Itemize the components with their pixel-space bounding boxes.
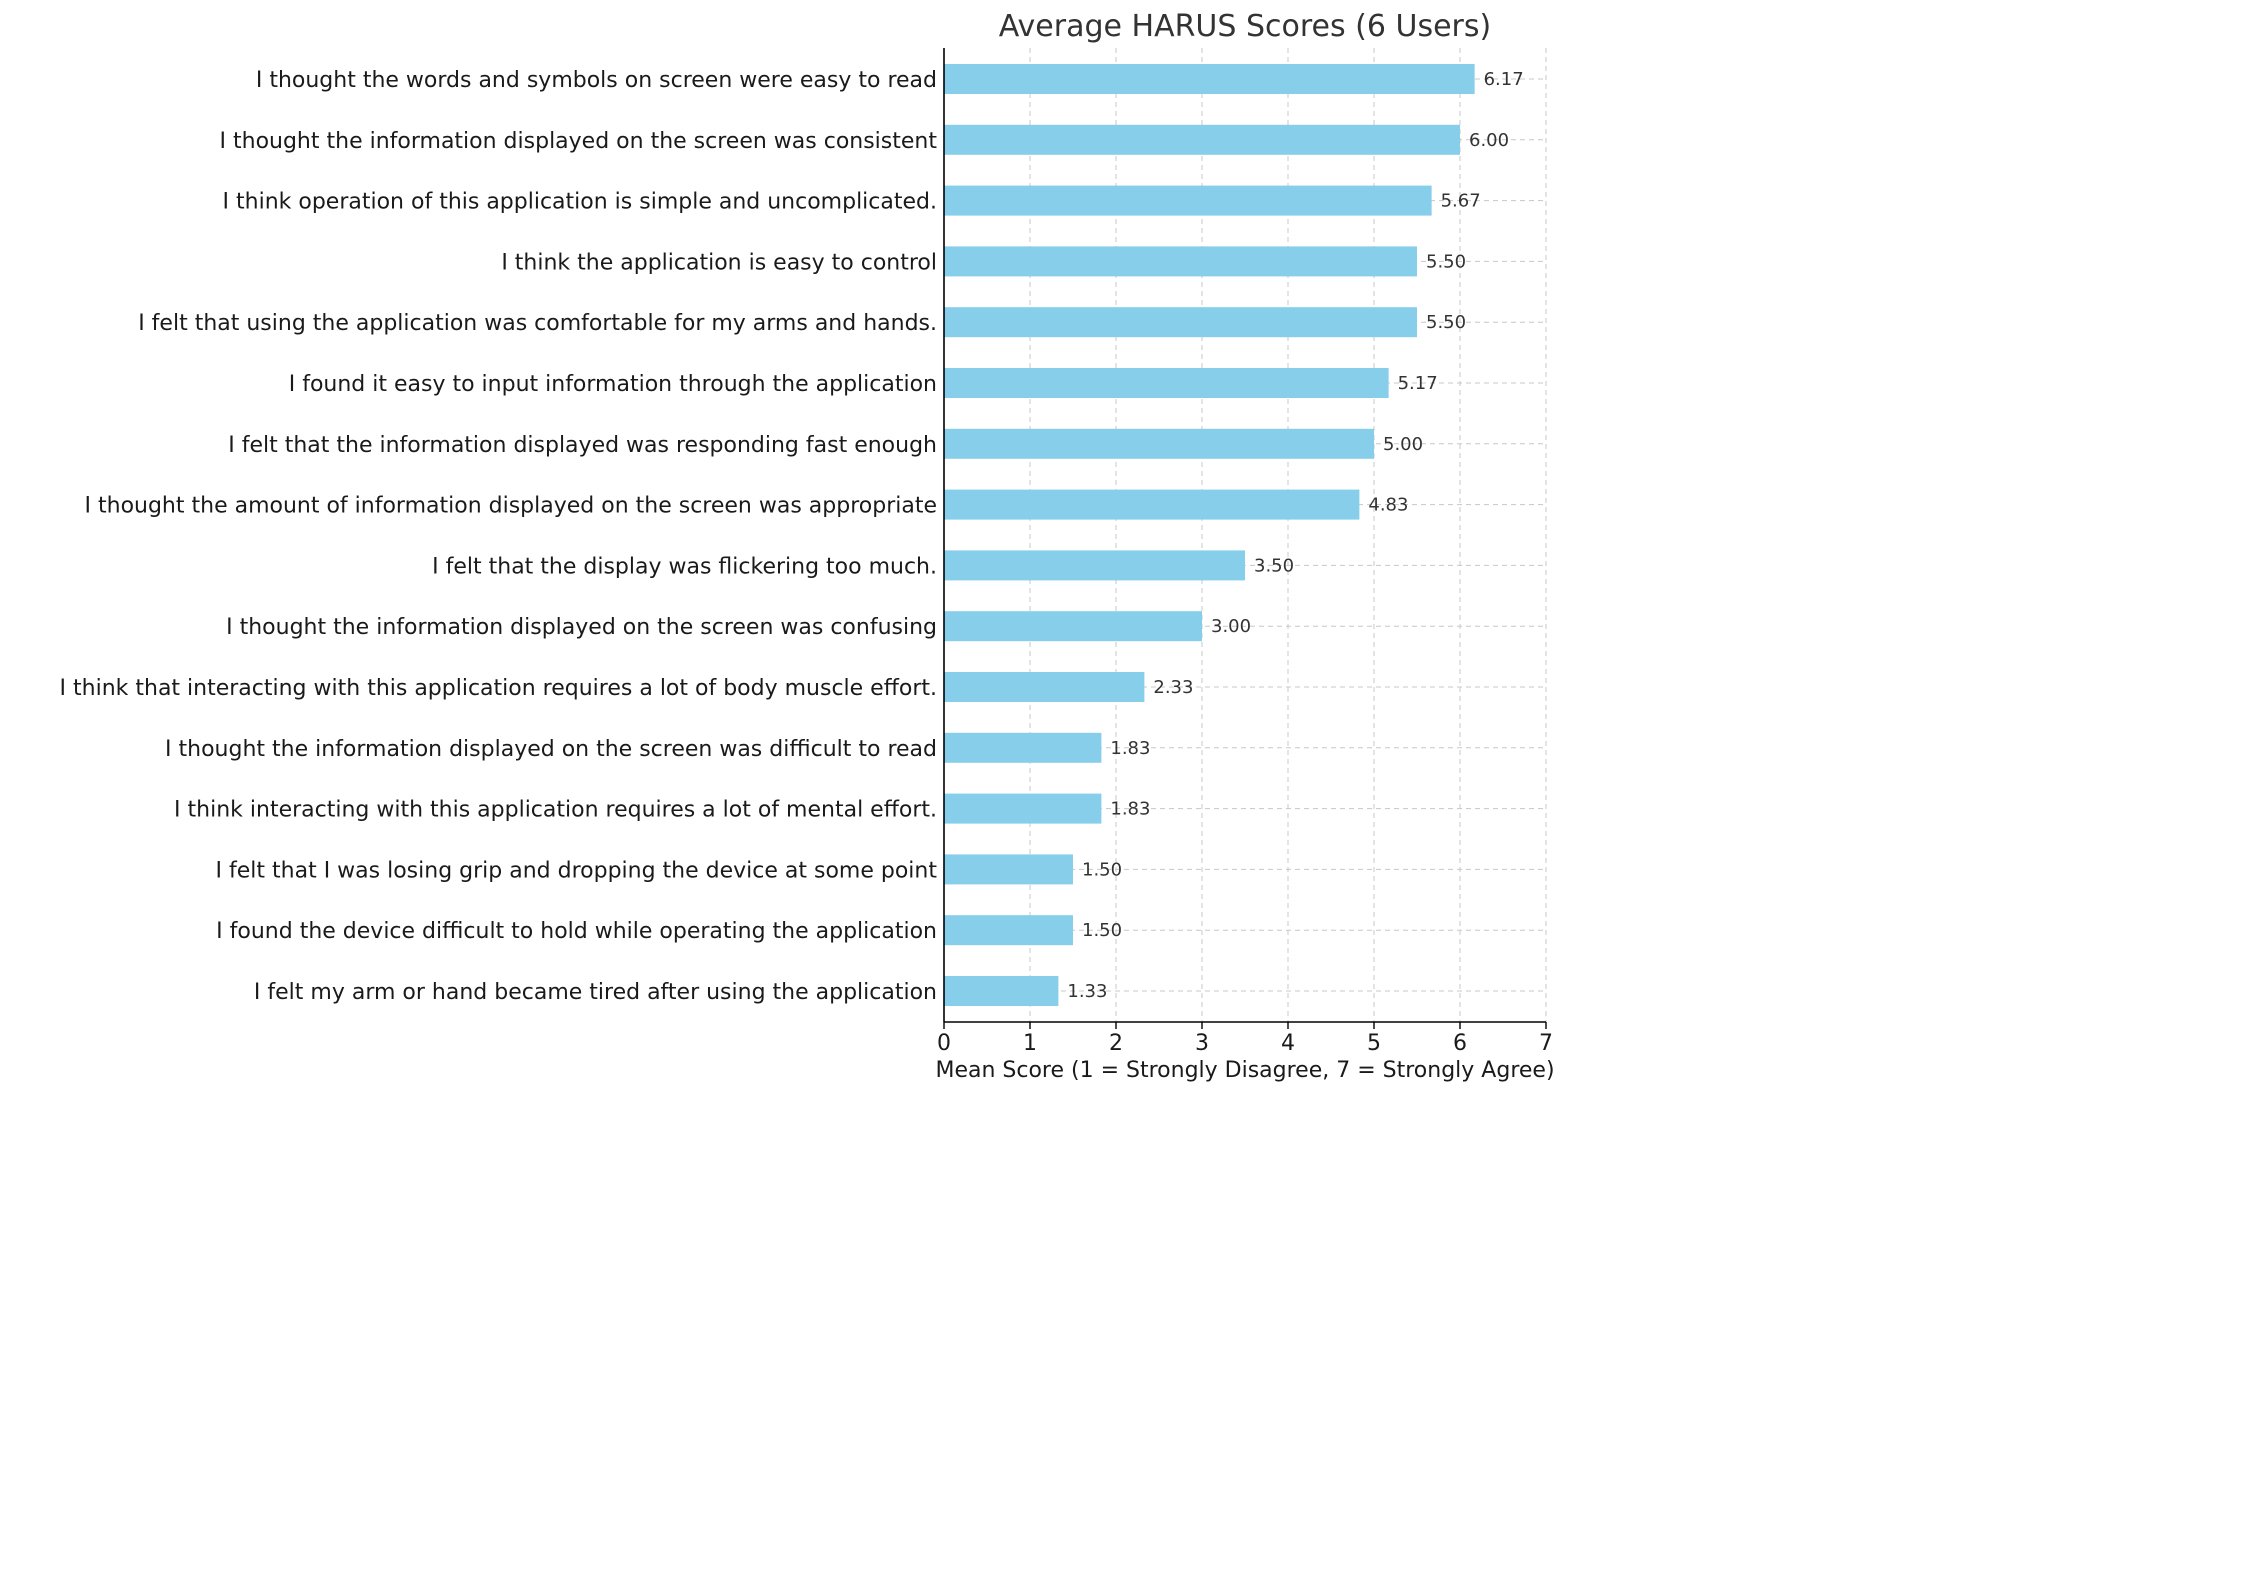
category-label: I thought the information displayed on t… xyxy=(226,615,937,640)
category-label: I felt that I was losing grip and droppi… xyxy=(216,858,938,883)
value-label: 6.00 xyxy=(1469,130,1509,151)
value-label: 5.50 xyxy=(1426,312,1466,333)
bar xyxy=(944,428,1374,459)
x-tick-label: 4 xyxy=(1281,1031,1295,1056)
value-label: 3.50 xyxy=(1254,555,1294,576)
bar xyxy=(944,185,1432,216)
bar xyxy=(944,307,1417,338)
category-label: I thought the amount of information disp… xyxy=(85,494,937,519)
x-tick-label: 3 xyxy=(1195,1031,1209,1056)
bar xyxy=(944,246,1417,277)
value-label: 5.67 xyxy=(1441,191,1481,212)
category-label: I think interacting with this applicatio… xyxy=(174,798,937,823)
value-label: 5.17 xyxy=(1398,373,1438,394)
category-label: I thought the information displayed on t… xyxy=(165,737,937,762)
bar xyxy=(944,550,1245,581)
bar xyxy=(944,64,1475,94)
x-axis-ticks: 0 1 2 3 4 5 6 7 xyxy=(937,1022,1553,1056)
x-tick-label: 6 xyxy=(1453,1031,1467,1056)
bar xyxy=(944,915,1073,946)
category-label: I felt that using the application was co… xyxy=(138,311,937,336)
category-label: I thought the information displayed on t… xyxy=(220,129,938,154)
x-axis-label: Mean Score (1 = Strongly Disagree, 7 = S… xyxy=(935,1058,1554,1083)
bar xyxy=(944,611,1202,642)
value-label: 1.50 xyxy=(1082,859,1122,880)
category-label: I felt my arm or hand became tired after… xyxy=(254,980,937,1005)
category-label: I found the device difficult to hold whi… xyxy=(216,919,937,944)
value-label: 3.00 xyxy=(1211,616,1251,637)
x-tick-label: 2 xyxy=(1109,1031,1123,1056)
x-tick-label: 1 xyxy=(1023,1031,1037,1056)
category-label: I think that interacting with this appli… xyxy=(60,676,937,701)
value-label: 1.83 xyxy=(1110,799,1150,820)
value-label: 4.83 xyxy=(1368,495,1408,516)
x-tick-label: 0 xyxy=(937,1031,951,1056)
category-label: I found it easy to input information thr… xyxy=(289,372,937,397)
category-label: I felt that the information displayed wa… xyxy=(228,433,937,458)
bar xyxy=(944,368,1389,398)
bars xyxy=(944,64,1475,1006)
chart-title: Average HARUS Scores (6 Users) xyxy=(999,9,1491,44)
value-label: 5.00 xyxy=(1383,434,1423,455)
bar xyxy=(944,732,1102,763)
category-label: I felt that the display was flickering t… xyxy=(432,554,937,579)
value-label: 1.33 xyxy=(1067,981,1107,1002)
x-tick-label: 5 xyxy=(1367,1031,1381,1056)
value-label: 1.83 xyxy=(1110,738,1150,759)
harus-bar-chart: Average HARUS Scores (6 Users) I thought… xyxy=(60,9,1555,1083)
bar xyxy=(944,976,1059,1006)
value-label: 2.33 xyxy=(1153,677,1193,698)
bar xyxy=(944,124,1460,155)
category-label: I think operation of this application is… xyxy=(223,190,937,215)
bar xyxy=(944,489,1360,520)
category-label: I thought the words and symbols on scree… xyxy=(256,68,937,93)
value-label: 5.50 xyxy=(1426,251,1466,272)
x-tick-label: 7 xyxy=(1539,1031,1553,1056)
bar xyxy=(944,854,1073,885)
value-label: 1.50 xyxy=(1082,920,1122,941)
bar xyxy=(944,793,1102,824)
value-label: 6.17 xyxy=(1484,69,1524,90)
category-label: I think the application is easy to contr… xyxy=(501,250,937,275)
bar xyxy=(944,672,1145,702)
value-labels: 6.17 6.00 5.67 5.50 5.50 5.17 5.00 4.83 3.50 3.00… xyxy=(1067,69,1523,1002)
category-labels: I thought the words and symbols on scree… xyxy=(60,68,938,1005)
